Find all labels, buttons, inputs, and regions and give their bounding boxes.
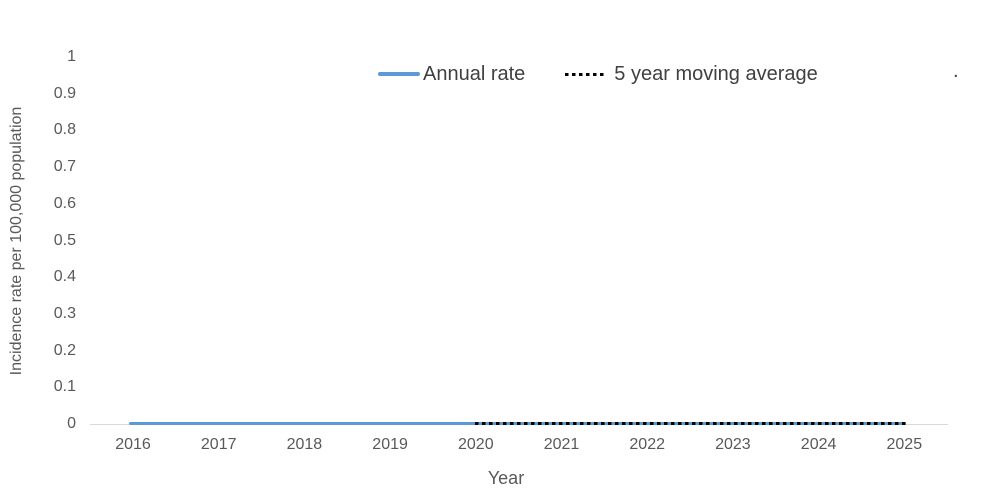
x-tick-label: 2016: [115, 436, 151, 453]
x-tick-label: 2020: [458, 436, 494, 453]
y-tick-label: 0.1: [53, 378, 76, 396]
legend: Annual rate 5 year moving average: [378, 59, 818, 89]
y-tick-label: 0.5: [53, 231, 76, 249]
solid-line-icon: [378, 72, 420, 76]
x-tick-label: 2025: [886, 436, 923, 453]
x-axis-title: Year: [487, 468, 525, 488]
x-tick-label: 2021: [543, 436, 580, 453]
y-tick-label: 1: [67, 48, 76, 65]
stray-period-text: .: [953, 60, 959, 82]
y-tick-label: 0: [67, 415, 76, 432]
x-tick-label: 2022: [629, 436, 665, 453]
legend-label-annual-rate: Annual rate: [423, 62, 526, 85]
y-tick-label: 0.3: [53, 304, 76, 322]
x-tick-label: 2024: [800, 436, 837, 453]
x-tick-label: 2018: [286, 436, 323, 453]
dotted-line-icon: [565, 72, 606, 76]
y-tick-label: 0.6: [53, 194, 76, 212]
x-tick-label: 2023: [715, 436, 751, 453]
x-tick-label: 2019: [372, 436, 408, 453]
y-tick-label: 0.2: [53, 341, 76, 359]
x-tick-label: 2017: [200, 436, 237, 453]
y-tick-label: 0.4: [53, 268, 76, 286]
y-tick-label: 0.9: [53, 84, 76, 102]
moving-average-line: [475, 422, 907, 425]
legend-label-moving-average: 5 year moving average: [614, 62, 818, 85]
plot-area: [90, 57, 948, 424]
y-tick-label: 0.8: [53, 121, 76, 139]
y-tick-label: 0.7: [53, 158, 76, 176]
